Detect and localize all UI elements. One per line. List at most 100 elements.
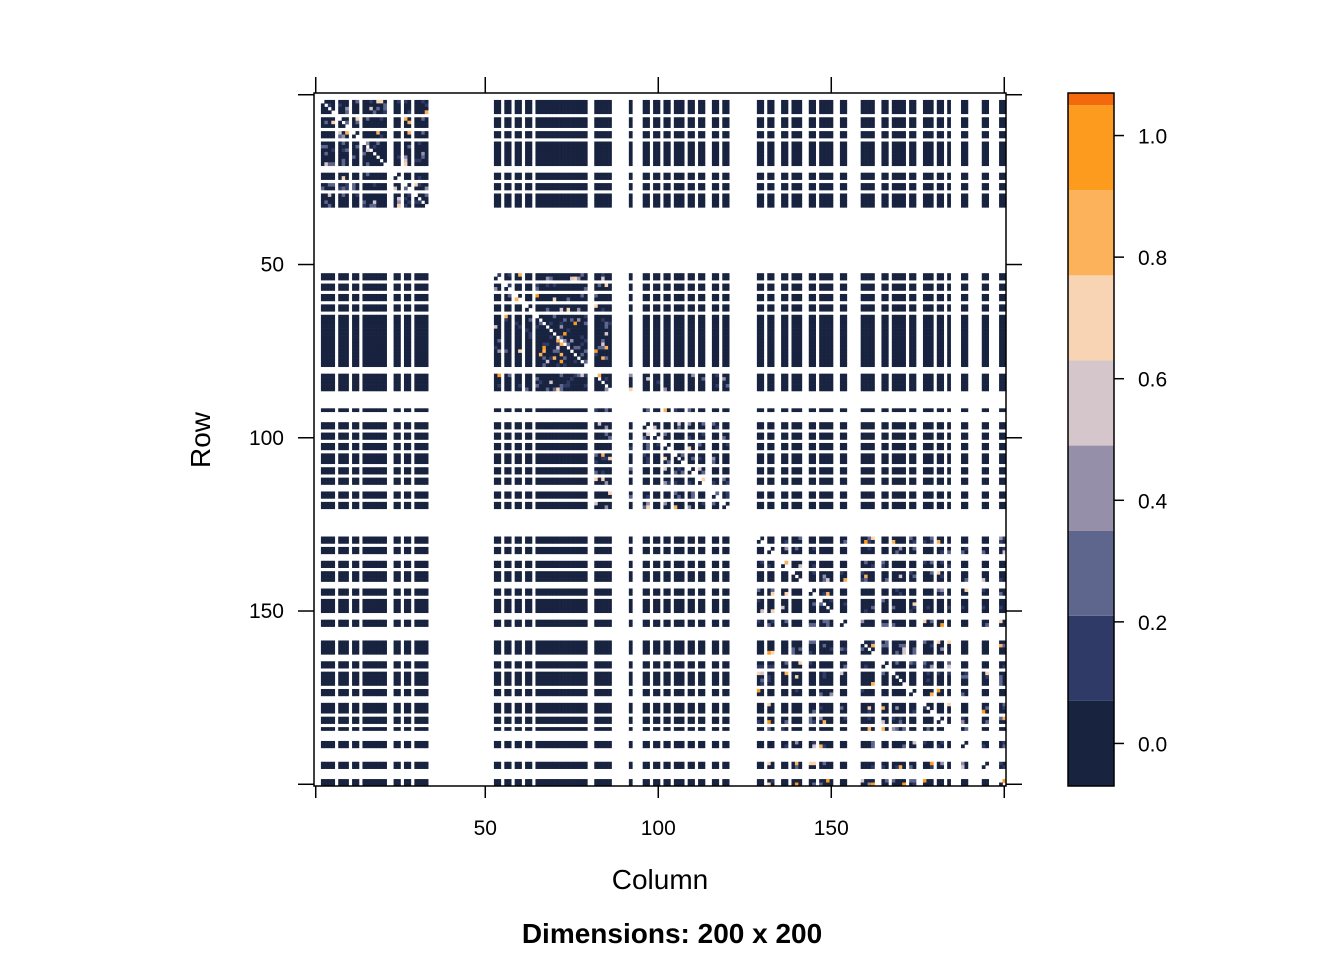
heatmap-cell	[573, 134, 578, 139]
heatmap-cell	[798, 155, 803, 160]
heatmap-cell	[871, 332, 875, 336]
heatmap-cell	[711, 134, 716, 139]
heatmap-cell	[345, 141, 349, 146]
heatmap-cell	[576, 99, 581, 104]
heatmap-cell	[871, 103, 875, 108]
heatmap-cell	[756, 193, 761, 198]
heatmap-cell	[781, 321, 785, 326]
heatmap-cell	[871, 110, 875, 115]
heatmap-cell	[912, 183, 917, 187]
heatmap-cell	[964, 106, 969, 111]
heatmap-cell	[628, 134, 633, 139]
heatmap-cell	[760, 134, 765, 139]
heatmap-cell	[556, 283, 560, 288]
heatmap-cell	[504, 342, 509, 347]
heatmap-cell	[563, 110, 567, 115]
heatmap-cell	[393, 321, 398, 326]
heatmap-cell	[365, 151, 370, 156]
heatmap-cell	[722, 117, 727, 122]
heatmap-cell	[518, 356, 522, 361]
heatmap-cell	[365, 283, 370, 288]
heatmap-cell	[999, 99, 1003, 104]
heatmap-cell	[711, 155, 716, 160]
heatmap-cell	[597, 148, 602, 153]
heatmap-cell	[829, 120, 834, 125]
heatmap-cell	[687, 172, 692, 177]
heatmap-cell	[583, 103, 588, 108]
heatmap-cell	[497, 183, 502, 187]
heatmap-cell	[808, 293, 813, 298]
heatmap-cell	[715, 110, 720, 115]
heatmap-cell	[698, 196, 702, 201]
heatmap-cell	[379, 106, 384, 111]
heatmap-cell	[867, 332, 872, 336]
heatmap-cell	[372, 186, 377, 191]
heatmap-cell	[327, 203, 332, 208]
heatmap-cell	[493, 141, 498, 146]
heatmap-cell	[898, 176, 903, 180]
heatmap-cell	[597, 356, 602, 361]
heatmap-cell	[808, 99, 813, 104]
heatmap-cell	[985, 332, 989, 336]
heatmap-cell	[791, 287, 796, 291]
heatmap-cell	[922, 307, 927, 312]
heatmap-cell	[929, 332, 934, 336]
heatmap-cell	[964, 293, 969, 298]
heatmap-cell	[819, 158, 823, 163]
heatmap-cell	[552, 144, 557, 149]
heatmap-cell	[860, 158, 865, 163]
heatmap-cell	[822, 328, 827, 333]
heatmap-cell	[424, 359, 429, 364]
heatmap-cell	[507, 158, 512, 163]
heatmap-cell	[379, 203, 384, 208]
heatmap-cell	[898, 349, 903, 354]
heatmap-cell	[666, 293, 671, 298]
heatmap-cell	[698, 148, 702, 153]
heatmap-cell	[781, 276, 785, 281]
heatmap-cell	[999, 110, 1003, 115]
heatmap-cell	[528, 186, 533, 191]
heatmap-cell	[653, 186, 657, 191]
heatmap-cell	[507, 106, 512, 111]
heatmap-cell	[864, 339, 868, 343]
heatmap-cell	[909, 273, 913, 277]
heatmap-cell	[566, 352, 571, 357]
heatmap-cell	[383, 356, 387, 361]
heatmap-cell	[383, 325, 387, 329]
heatmap-cell	[542, 134, 547, 139]
heatmap-cell	[922, 172, 927, 177]
heatmap-cell	[331, 151, 336, 156]
heatmap-cell	[653, 158, 657, 163]
heatmap-cell	[871, 120, 875, 125]
heatmap-cell	[403, 328, 408, 333]
heatmap-cell	[864, 328, 868, 333]
heatmap-cell	[566, 158, 571, 163]
heatmap-cell	[583, 339, 588, 343]
heatmap-cell	[940, 200, 945, 205]
heatmap-cell	[594, 335, 599, 340]
heatmap-cell	[781, 158, 785, 163]
heatmap-cell	[791, 335, 796, 340]
heatmap-cell	[985, 196, 989, 201]
heatmap-cell	[338, 325, 342, 329]
heatmap-cell	[324, 186, 329, 191]
heatmap-cell	[327, 193, 332, 198]
heatmap-cell	[365, 158, 370, 163]
heatmap-cell	[580, 297, 585, 302]
heatmap-cell	[673, 287, 678, 291]
heatmap-cell	[403, 307, 408, 312]
heatmap-cell	[791, 318, 796, 322]
heatmap-cell	[725, 345, 730, 350]
heatmap-cell	[680, 103, 685, 108]
heatmap-cell	[871, 352, 875, 357]
heatmap-cell	[362, 287, 367, 291]
heatmap-cell	[822, 183, 827, 187]
heatmap-cell	[594, 307, 599, 312]
heatmap-cell	[881, 328, 886, 333]
heatmap-cell	[417, 148, 422, 153]
heatmap-cell	[794, 356, 799, 361]
heatmap-cell	[912, 193, 917, 198]
heatmap-cell	[767, 141, 772, 146]
heatmap-cell	[819, 297, 823, 302]
heatmap-cell	[701, 148, 706, 153]
